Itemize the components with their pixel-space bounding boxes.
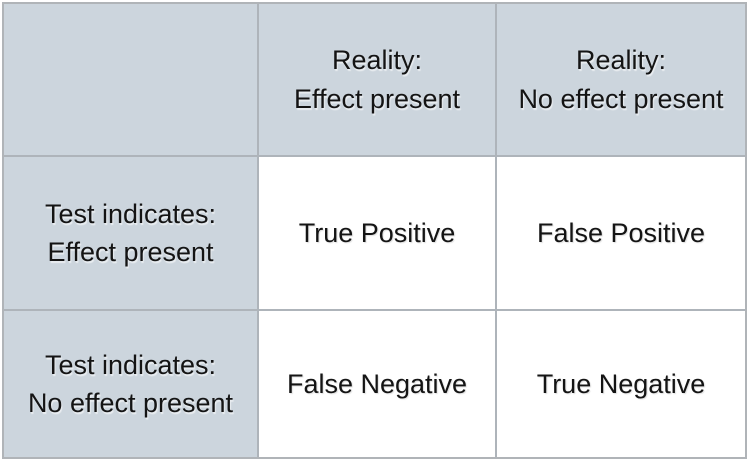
cell-value: False Negative — [286, 368, 468, 399]
row-header-test-indicates-effect-present: Test indicates: Effect present — [4, 157, 257, 309]
cell-value: True Negative — [536, 368, 706, 399]
cell-true-negative: True Negative — [497, 311, 745, 457]
column-header-line: Reality: — [331, 45, 423, 76]
column-header-line: Effect present — [293, 83, 461, 114]
row-header-line: Test indicates: — [44, 349, 217, 380]
confusion-matrix-table: Reality: Effect present Reality: No effe… — [2, 2, 747, 459]
cell-value: False Positive — [536, 217, 706, 248]
column-header-line: No effect present — [518, 83, 724, 114]
row-header-line: Effect present — [47, 237, 214, 267]
column-header-reality-effect-present: Reality: Effect present — [259, 4, 495, 155]
row-header-line: Test indicates: — [44, 198, 217, 229]
row-header-line: No effect present — [27, 388, 234, 418]
row-header-test-indicates-no-effect-present: Test indicates: No effect present — [4, 311, 257, 457]
cell-true-positive: True Positive — [259, 157, 495, 309]
column-header-reality-no-effect-present: Reality: No effect present — [497, 4, 745, 155]
cell-false-positive: False Positive — [497, 157, 745, 309]
corner-cell — [4, 4, 257, 155]
cell-false-negative: False Negative — [259, 311, 495, 457]
cell-value: True Positive — [298, 217, 456, 248]
column-header-line: Reality: — [575, 45, 667, 76]
